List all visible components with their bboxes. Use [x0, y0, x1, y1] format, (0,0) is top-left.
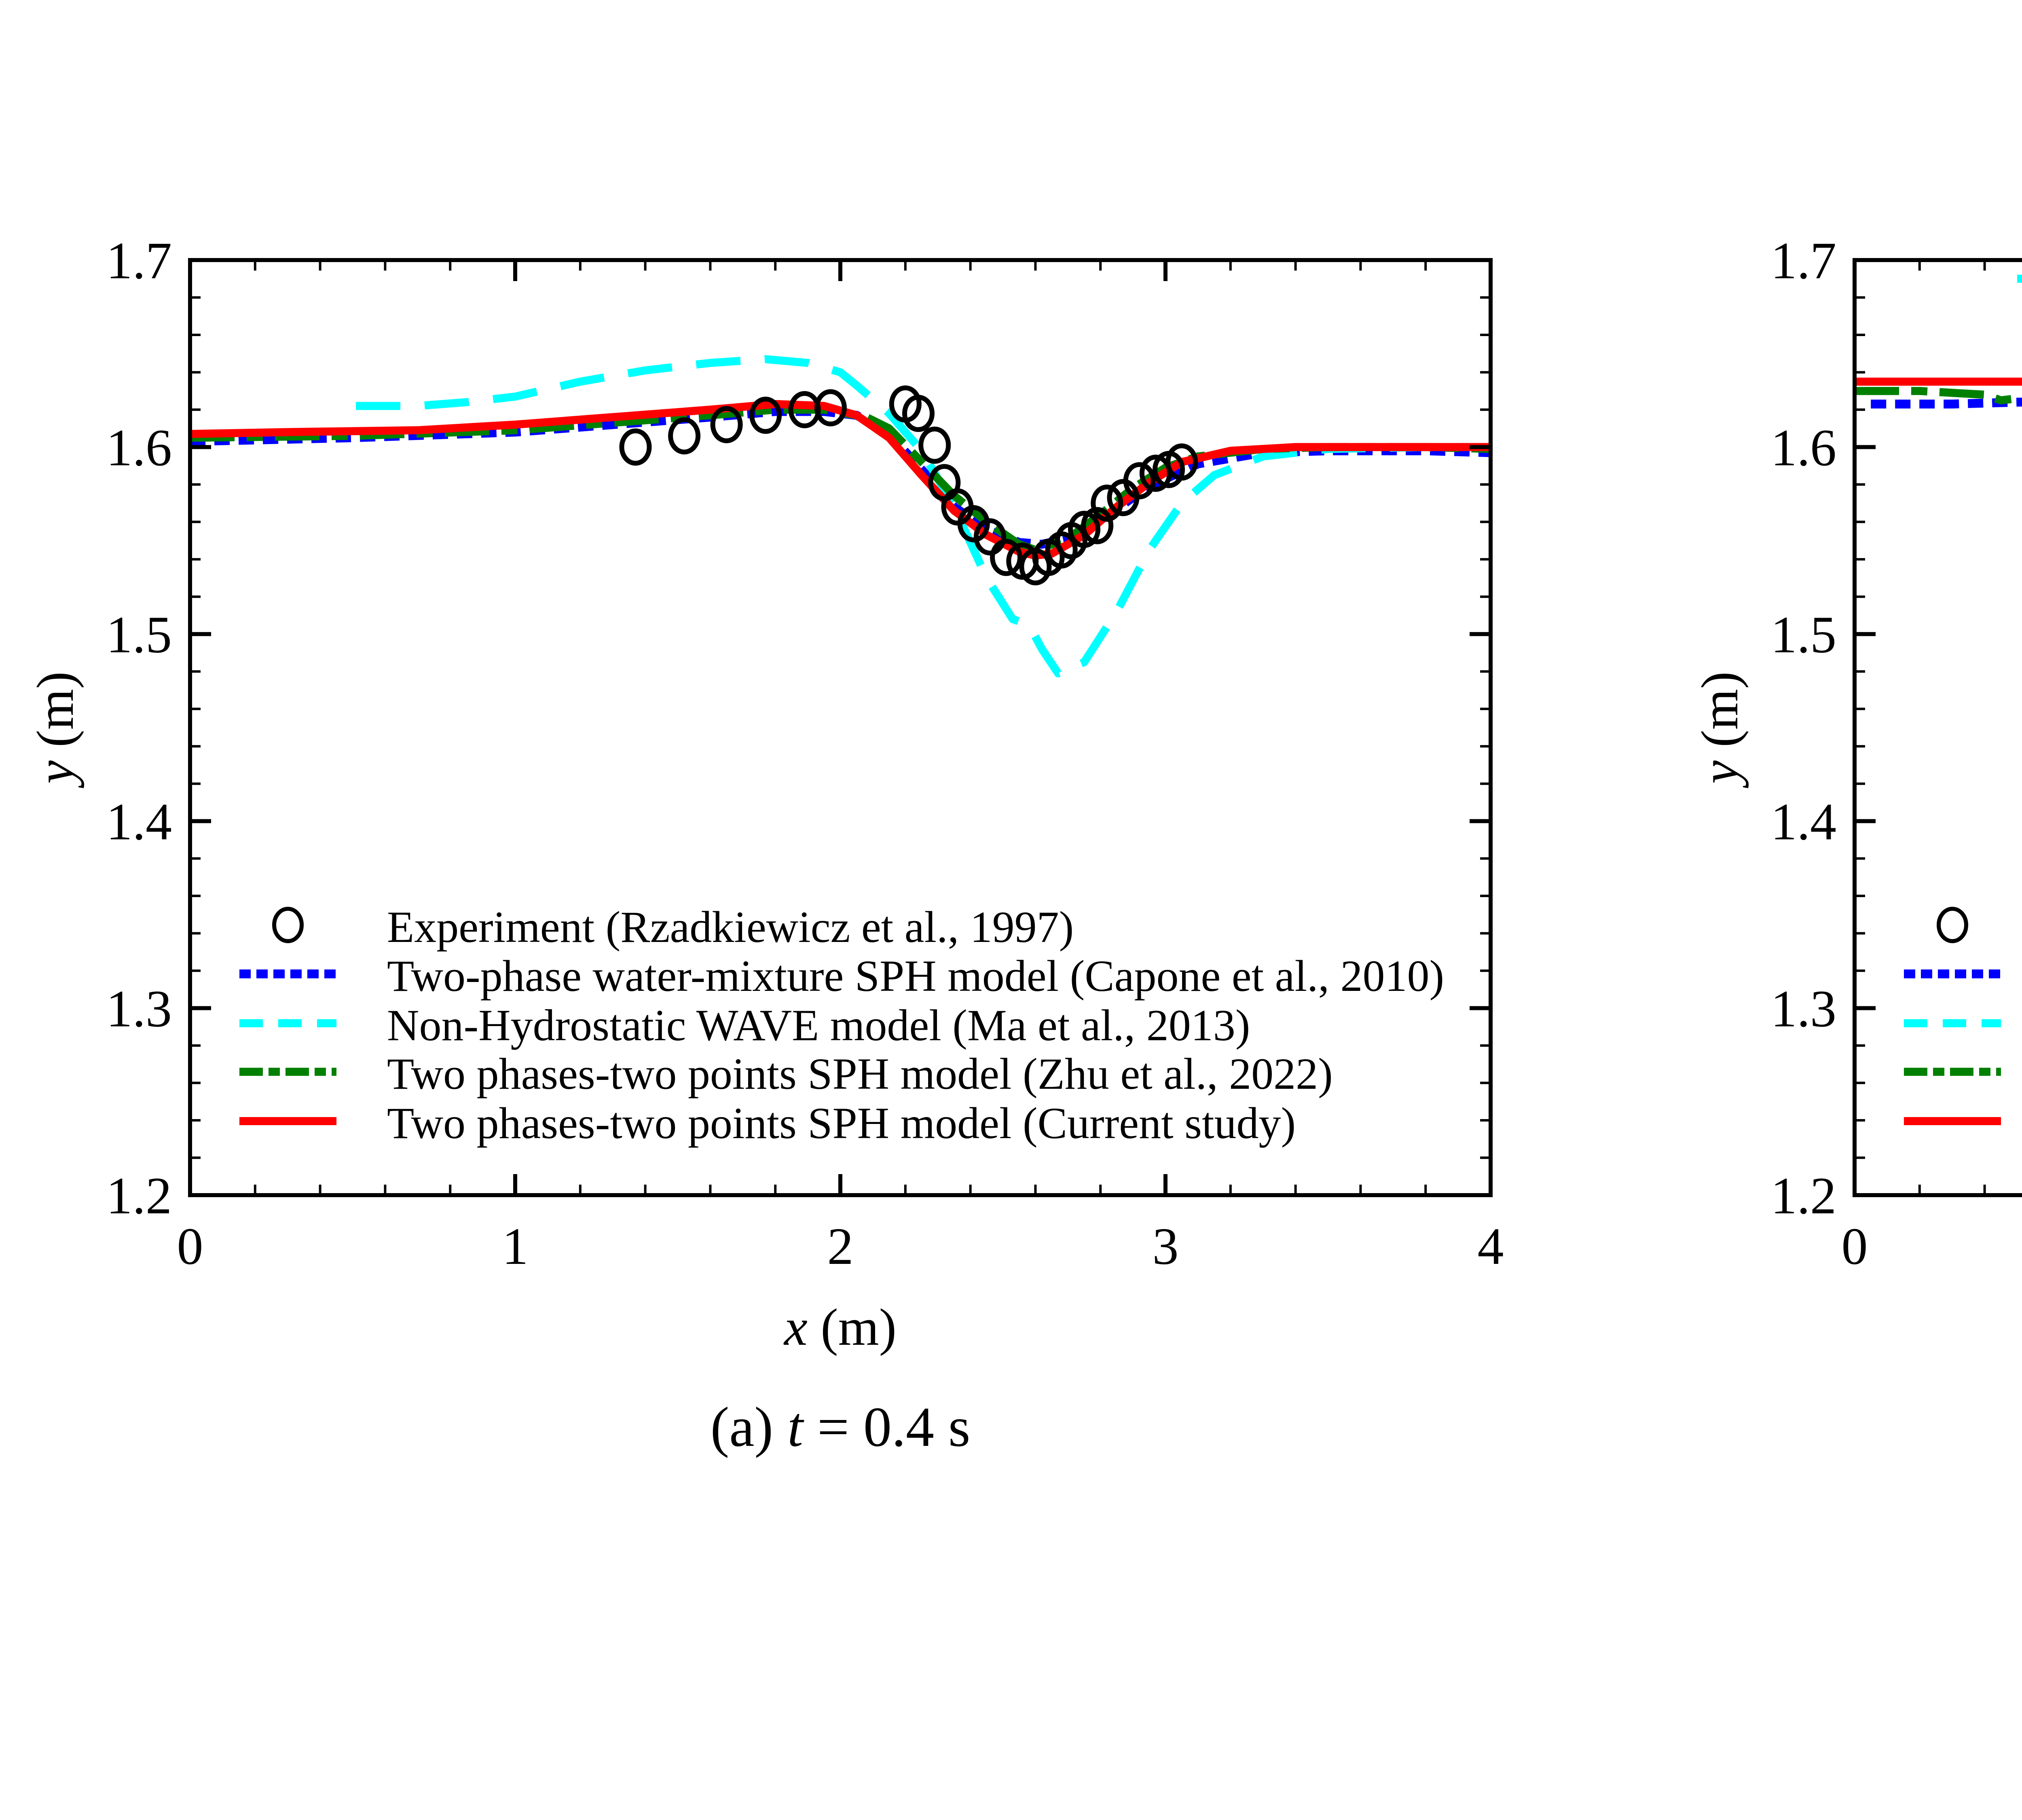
- series-line-current: [1855, 377, 2022, 386]
- legend-item-ma: Non-Hydrostatic WAVE model (Ma et al., 2…: [1904, 1019, 2001, 1027]
- x-tick-label: 3: [1153, 1217, 1179, 1276]
- y-tick-label: 1.3: [1771, 980, 1837, 1038]
- data-point-experiment: [668, 417, 701, 455]
- series-line-ma: [356, 355, 1491, 677]
- legend-b: Experiment (Rzadkiewicz et al., 1997) Two…: [1904, 907, 2001, 1125]
- y-tick-label: 1.4: [1771, 793, 1837, 851]
- x-tick-label: 4: [1478, 1217, 1504, 1276]
- caption-suffix-a: = 0.4 s: [803, 1396, 970, 1458]
- y-tick-label: 1.3: [106, 980, 172, 1038]
- data-point-experiment: [1081, 507, 1114, 544]
- series-line-zhu: [1855, 387, 2022, 404]
- y-tick-label: 1.2: [106, 1167, 172, 1225]
- y-axis-var-b: y: [1691, 760, 1749, 788]
- y-tick-label: 1.4: [106, 793, 172, 851]
- y-axis-label-a: y (m): [26, 671, 85, 788]
- legend-label: Two phases-two points SPH model (Zhu et …: [387, 1049, 1333, 1098]
- legend-item-current: Two phases-two points SPH model (Current…: [239, 1098, 1296, 1148]
- x-axis-label-a: x (m): [783, 1298, 897, 1357]
- series-line-capone: [1871, 398, 2022, 408]
- legend-label: Non-Hydrostatic WAVE model (Ma et al., 2…: [387, 1001, 1250, 1050]
- x-tick-label: 2: [827, 1217, 854, 1276]
- legend-label: Experiment (Rzadkiewicz et al., 1997): [387, 902, 1074, 952]
- y-tick-label: 1.7: [1771, 232, 1837, 290]
- plot-area-b: [1855, 275, 2022, 408]
- legend-symbol-circle: [1937, 907, 1968, 943]
- legend-item-exp: Experiment (Rzadkiewicz et al., 1997): [1937, 907, 1968, 943]
- data-point-experiment: [990, 539, 1023, 576]
- x-axis-var-a: x: [783, 1298, 808, 1357]
- y-tick-label: 1.2: [1771, 1167, 1837, 1225]
- legend-item-current: Two phases-two points SPH model (Current…: [1904, 1117, 2001, 1125]
- legend-item-zhu: Two phases-two points SPH model (Zhu et …: [239, 1049, 1333, 1098]
- legend-item-exp: Experiment (Rzadkiewicz et al., 1997): [272, 902, 1074, 952]
- y-axis-unit-b: (m): [1691, 671, 1749, 760]
- axes-frame-b: [1853, 258, 2022, 1197]
- series-line-current: [190, 400, 1491, 560]
- ticks-a: 0 1 2 3 4 1.2 1.3 1.4 1.5 1.6 1.7: [106, 232, 1504, 1276]
- caption-var-a: t: [787, 1396, 804, 1458]
- y-tick-label: 1.7: [106, 232, 172, 290]
- caption-a: (a) t = 0.4 s: [711, 1396, 971, 1458]
- data-point-experiment: [814, 389, 847, 427]
- plot-area-a: [190, 355, 1491, 677]
- data-point-experiment: [1123, 462, 1156, 499]
- data-point-experiment: [902, 395, 935, 432]
- chart-panel-a: 0 1 2 3 4 1.2 1.3 1.4 1.5 1.6 1.7 y (m) x (m) (a) …: [26, 232, 1504, 1458]
- data-point-experiment: [957, 505, 990, 542]
- data-point-experiment: [918, 426, 951, 464]
- y-tick-label: 1.6: [1771, 419, 1837, 477]
- legend-item-ma: Non-Hydrostatic WAVE model (Ma et al., 2…: [239, 1001, 1250, 1050]
- series-line-ma: [2017, 275, 2022, 283]
- x-tick-label: 0: [1842, 1217, 1868, 1276]
- data-point-experiment: [619, 428, 652, 466]
- legend-a: Experiment (Rzadkiewicz et al., 1997)Two…: [239, 902, 1444, 1148]
- x-tick-label: 0: [177, 1217, 203, 1276]
- x-tick-label: 1: [502, 1217, 529, 1276]
- caption-prefix-a: (a): [711, 1396, 787, 1458]
- legend-item-capone: Two-phase water-mixture SPH model (Capon…: [239, 951, 1444, 1001]
- x-axis-unit-a: (m): [808, 1298, 897, 1357]
- data-point-experiment: [1165, 443, 1198, 481]
- legend-item-zhu: Two phases-two points SPH model (Zhu et …: [1904, 1068, 2001, 1076]
- y-tick-label: 1.5: [1771, 606, 1837, 664]
- data-point-experiment: [710, 406, 743, 443]
- data-point-experiment: [749, 396, 782, 434]
- data-point-experiment: [1091, 485, 1123, 522]
- legend-symbol-circle: [272, 907, 304, 943]
- y-tick-label: 1.6: [106, 419, 172, 477]
- y-axis-label-b: y (m): [1691, 671, 1749, 788]
- y-axis-unit-a: (m): [26, 671, 85, 760]
- y-axis-var-a: y: [26, 760, 85, 788]
- y-tick-label: 1.5: [106, 606, 172, 664]
- data-point-experiment: [1068, 510, 1100, 548]
- data-point-experiment: [973, 518, 1006, 556]
- data-point-experiment: [1045, 531, 1078, 569]
- legend-item-capone: Two-phase water-mixture SPH model (Capon…: [1904, 969, 2001, 978]
- legend-label: Two phases-two points SPH model (Current…: [387, 1098, 1296, 1148]
- legend-label: Two-phase water-mixture SPH model (Capon…: [387, 951, 1444, 1001]
